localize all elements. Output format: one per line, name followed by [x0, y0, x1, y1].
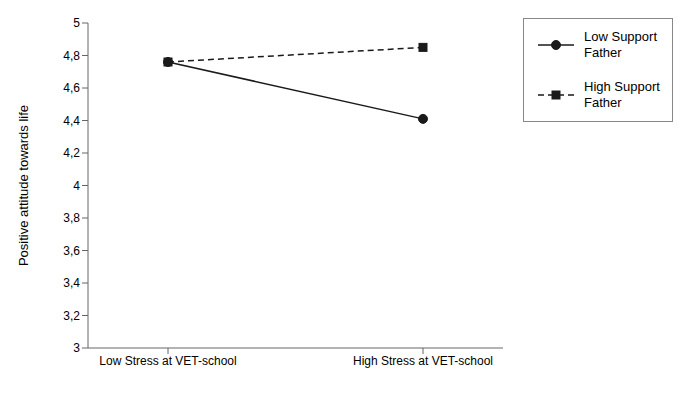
html-text:High Support: High Support	[584, 79, 660, 94]
svg-text:4,6: 4,6	[63, 81, 80, 95]
svg-text:3,4: 3,4	[63, 276, 80, 290]
html-text:Low Support: Low Support	[584, 29, 657, 44]
svg-text:3,8: 3,8	[63, 211, 80, 225]
svg-text:Low Stress at VET-school: Low Stress at VET-school	[99, 354, 236, 368]
html-text:Father: Father	[584, 45, 622, 60]
svg-text:3: 3	[73, 341, 80, 355]
svg-text:4: 4	[73, 179, 80, 193]
svg-text:4,8: 4,8	[63, 49, 80, 63]
svg-text:High Stress at VET-school: High Stress at VET-school	[353, 354, 493, 368]
svg-text:Positive attitude towards life: Positive attitude towards life	[16, 105, 31, 266]
svg-text:3,2: 3,2	[63, 309, 80, 323]
html-text:Father: Father	[584, 95, 622, 110]
svg-text:3,6: 3,6	[63, 244, 80, 258]
svg-text:5: 5	[73, 16, 80, 30]
svg-text:4,2: 4,2	[63, 146, 80, 160]
svg-text:4,4: 4,4	[63, 114, 80, 128]
